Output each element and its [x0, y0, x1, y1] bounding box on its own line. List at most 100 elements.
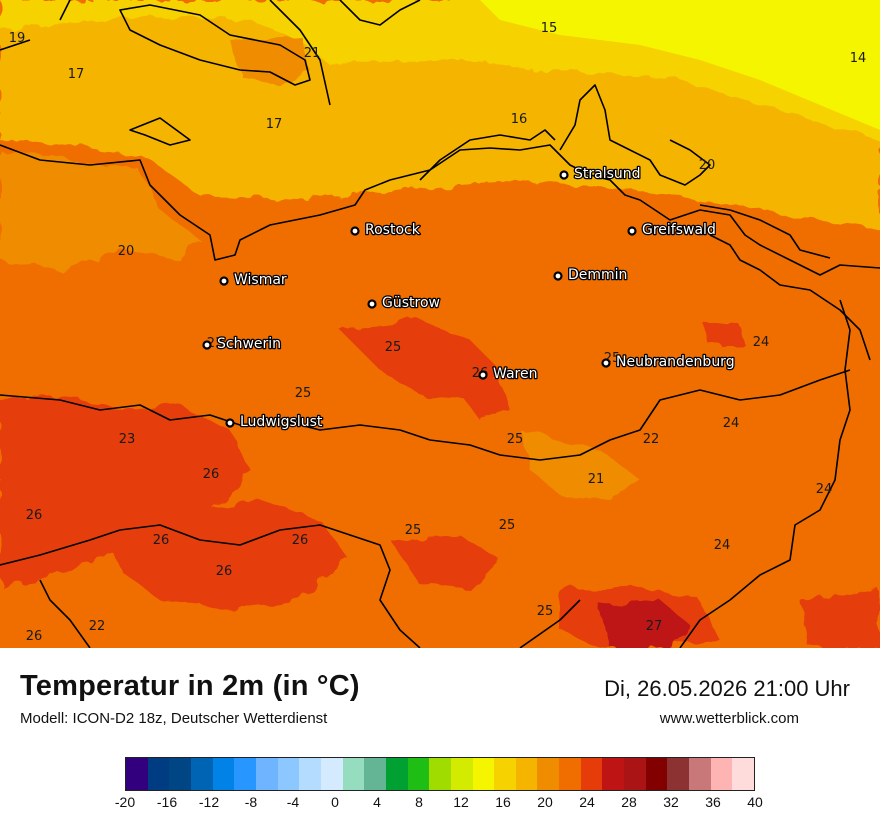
temp-value: 25 [385, 340, 402, 355]
legend-swatch [472, 758, 495, 790]
legend-swatch [667, 758, 690, 790]
city-greifswald: Greifswald [627, 221, 717, 239]
field-20-22-south [520, 430, 640, 500]
city-markers: Stralsund Rostock Greifswald Wismar Demm… [202, 165, 736, 431]
city-label: Rostock [365, 222, 421, 238]
temp-value: 25 [405, 523, 422, 538]
coastlines [0, 0, 880, 648]
legend-tick-label: 40 [747, 794, 763, 810]
legend-swatch [212, 758, 235, 790]
legend-tick-label: -8 [244, 794, 258, 810]
legend-swatch [320, 758, 343, 790]
city-dot [478, 370, 488, 380]
city-dot [553, 271, 563, 281]
legend-tick-label: 4 [373, 794, 381, 810]
city-label: Stralsund [574, 166, 641, 182]
legend-swatch [515, 758, 538, 790]
legend-tick-label: 12 [453, 794, 469, 810]
legend-swatch [147, 758, 170, 790]
city-guestrow: Güstrow [367, 294, 441, 312]
temp-value: 25 [537, 604, 554, 619]
map-footer: Temperatur in 2m (in °C) Modell: ICON-D2… [0, 648, 880, 830]
city-label: Demmin [568, 267, 627, 283]
temp-value: 22 [89, 619, 106, 634]
city-dot [219, 276, 229, 286]
legend-swatch [494, 758, 516, 790]
city-dot [601, 358, 611, 368]
temperature-map: 19 21 17 17 15 14 16 20 20 23 25 25 26 2… [0, 0, 880, 648]
city-rostock: Rostock [350, 221, 422, 239]
legend-tick-label: 24 [579, 794, 595, 810]
legend-swatch [624, 758, 646, 790]
city-label: Ludwigslust [240, 414, 323, 430]
color-scale-legend [125, 757, 755, 791]
legend-swatch [407, 758, 430, 790]
temp-value: 26 [203, 467, 220, 482]
temp-value: 25 [507, 432, 524, 447]
temp-value: 26 [26, 508, 43, 523]
field-20-22-west [0, 150, 200, 270]
legend-swatch [689, 758, 711, 790]
legend-swatch [732, 758, 755, 790]
city-dot [225, 418, 235, 428]
temp-value: 25 [499, 518, 516, 533]
color-scale-ticks: -20 -16 -12 -8 -4 0 4 8 12 16 20 24 28 32 36 40 [0, 794, 880, 814]
legend-swatch [537, 758, 560, 790]
model-info: Modell: ICON-D2 18z, Deutscher Wetterdie… [20, 710, 328, 727]
temp-value: 17 [68, 67, 85, 82]
city-label: Greifswald [642, 222, 716, 238]
city-schwerin: Schwerin [202, 335, 282, 353]
temp-value: 21 [304, 46, 321, 61]
legend-swatch [255, 758, 278, 790]
temp-value: 15 [541, 21, 558, 36]
legend-swatch [580, 758, 603, 790]
legend-swatch [126, 758, 148, 790]
website-link[interactable]: www.wetterblick.com [659, 710, 799, 727]
temp-value: 24 [723, 416, 740, 431]
city-dot [202, 340, 212, 350]
city-neubrandenburg: Neubrandenburg [601, 353, 736, 371]
temp-value: 24 [753, 335, 770, 350]
city-label: Waren [493, 366, 537, 382]
legend-swatch [342, 758, 365, 790]
city-label: Neubrandenburg [616, 354, 735, 370]
legend-tick-label: -4 [286, 794, 300, 810]
legend-tick-label: -20 [114, 794, 136, 810]
temp-value: 27 [646, 619, 663, 634]
temp-value: 16 [511, 112, 528, 127]
legend-swatch [602, 758, 625, 790]
legend-swatch [429, 758, 451, 790]
city-label: Schwerin [217, 336, 281, 352]
field-24-26-far-southeast [800, 590, 880, 648]
temp-value: 24 [816, 482, 833, 497]
legend-tick-label: 28 [621, 794, 637, 810]
legend-tick-label: -12 [198, 794, 220, 810]
legend-tick-label: 32 [663, 794, 679, 810]
city-dot [627, 226, 637, 236]
temp-value: 21 [588, 472, 605, 487]
temp-value: 26 [153, 533, 170, 548]
temp-value: 17 [266, 117, 283, 132]
forecast-datetime: Di, 26.05.2026 21:00 Uhr [604, 676, 850, 701]
field-26-28 [600, 600, 690, 648]
temp-value: 19 [9, 31, 26, 46]
city-demmin: Demmin [553, 266, 629, 284]
temperature-values: 19 21 17 17 15 14 16 20 20 23 25 25 26 2… [9, 21, 867, 644]
city-label: Güstrow [382, 295, 440, 311]
field-24-26-center-south [390, 535, 500, 590]
legend-swatch [299, 758, 321, 790]
legend-swatch [277, 758, 300, 790]
city-wismar: Wismar [219, 271, 288, 289]
field-24-26-east [700, 320, 745, 345]
legend-tick-label: 8 [415, 794, 423, 810]
temp-value: 22 [643, 432, 660, 447]
temp-value: 20 [699, 158, 716, 173]
map-title: Temperatur in 2m (in °C) [20, 670, 360, 702]
temp-value: 14 [850, 51, 867, 66]
temp-value: 25 [295, 386, 312, 401]
legend-swatch [234, 758, 256, 790]
temp-value: 23 [119, 432, 136, 447]
legend-swatch [385, 758, 408, 790]
legend-swatch [450, 758, 473, 790]
city-stralsund: Stralsund [559, 165, 642, 183]
